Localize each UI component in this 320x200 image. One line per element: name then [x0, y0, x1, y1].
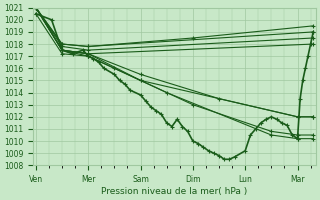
X-axis label: Pression niveau de la mer( hPa ): Pression niveau de la mer( hPa ): [101, 187, 248, 196]
